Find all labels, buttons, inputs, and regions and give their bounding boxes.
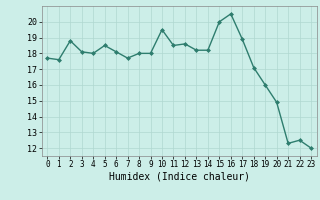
X-axis label: Humidex (Indice chaleur): Humidex (Indice chaleur) <box>109 172 250 182</box>
